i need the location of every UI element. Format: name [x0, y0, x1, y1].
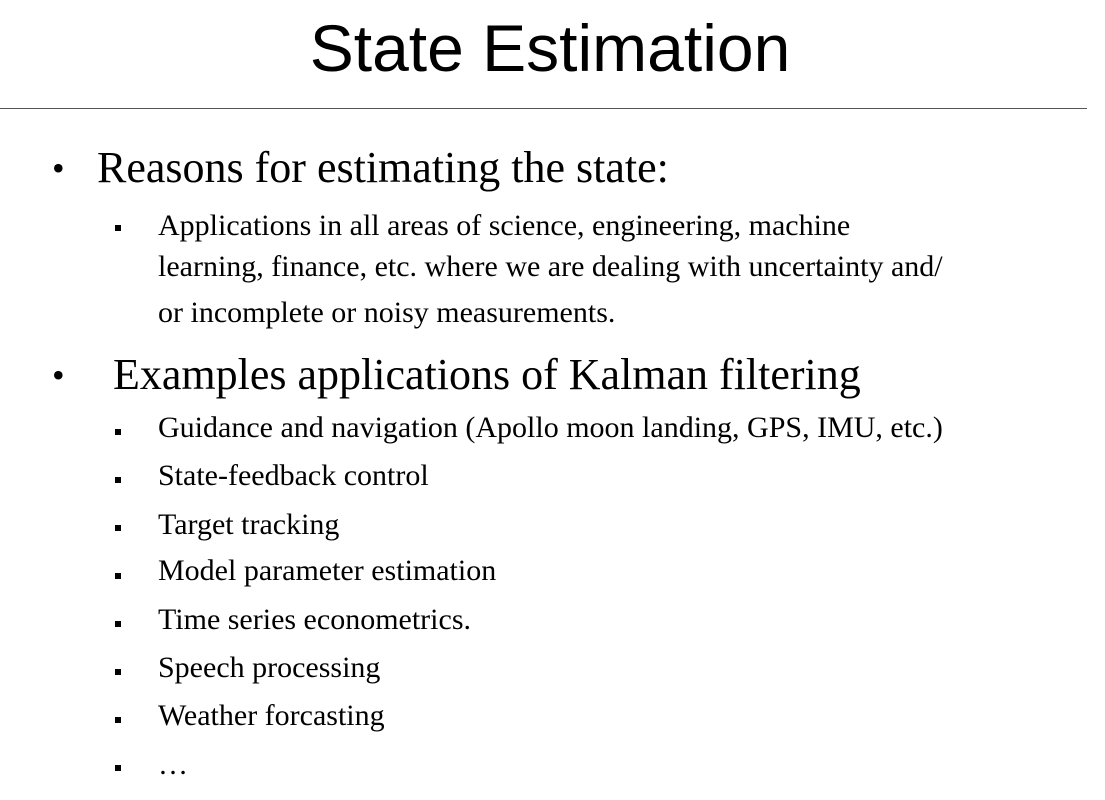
sub-bullet-item: State-feedback control [158, 459, 429, 492]
sub-bullet-item: Guidance and navigation (Apollo moon lan… [158, 411, 943, 444]
sub-bullet-line: Applications in all areas of science, en… [158, 209, 851, 242]
sub-bullet-marker [115, 717, 121, 723]
sub-bullet-item: Target tracking [158, 508, 340, 541]
bullet-examples: Examples applications of Kalman filterin… [113, 350, 861, 399]
sub-bullet-item: Weather forcasting [158, 699, 385, 732]
sub-bullet-item: … [158, 748, 188, 781]
sub-bullet-marker [115, 573, 121, 579]
sub-bullet-marker [115, 225, 121, 231]
sub-bullet-line: or incomplete or noisy measurements. [158, 296, 616, 329]
sub-bullet-item: Speech processing [158, 651, 381, 684]
bullet-dot: • [52, 355, 65, 395]
sub-bullet-item: Model parameter estimation [158, 554, 497, 587]
sub-bullet-marker [115, 477, 121, 483]
sub-bullet-marker [115, 765, 121, 771]
slide-title: State Estimation [309, 11, 791, 85]
sub-bullet-item: Time series econometrics. [158, 603, 471, 636]
title-divider [0, 108, 1087, 109]
sub-bullet-marker [115, 621, 121, 627]
bullet-reasons: Reasons for estimating the state: [97, 143, 669, 192]
sub-bullet-marker [115, 525, 121, 531]
bullet-dot: • [52, 148, 65, 188]
sub-bullet-line: learning, finance, etc. where we are dea… [158, 250, 943, 283]
sub-bullet-marker [115, 429, 121, 435]
sub-bullet-marker [115, 669, 121, 675]
